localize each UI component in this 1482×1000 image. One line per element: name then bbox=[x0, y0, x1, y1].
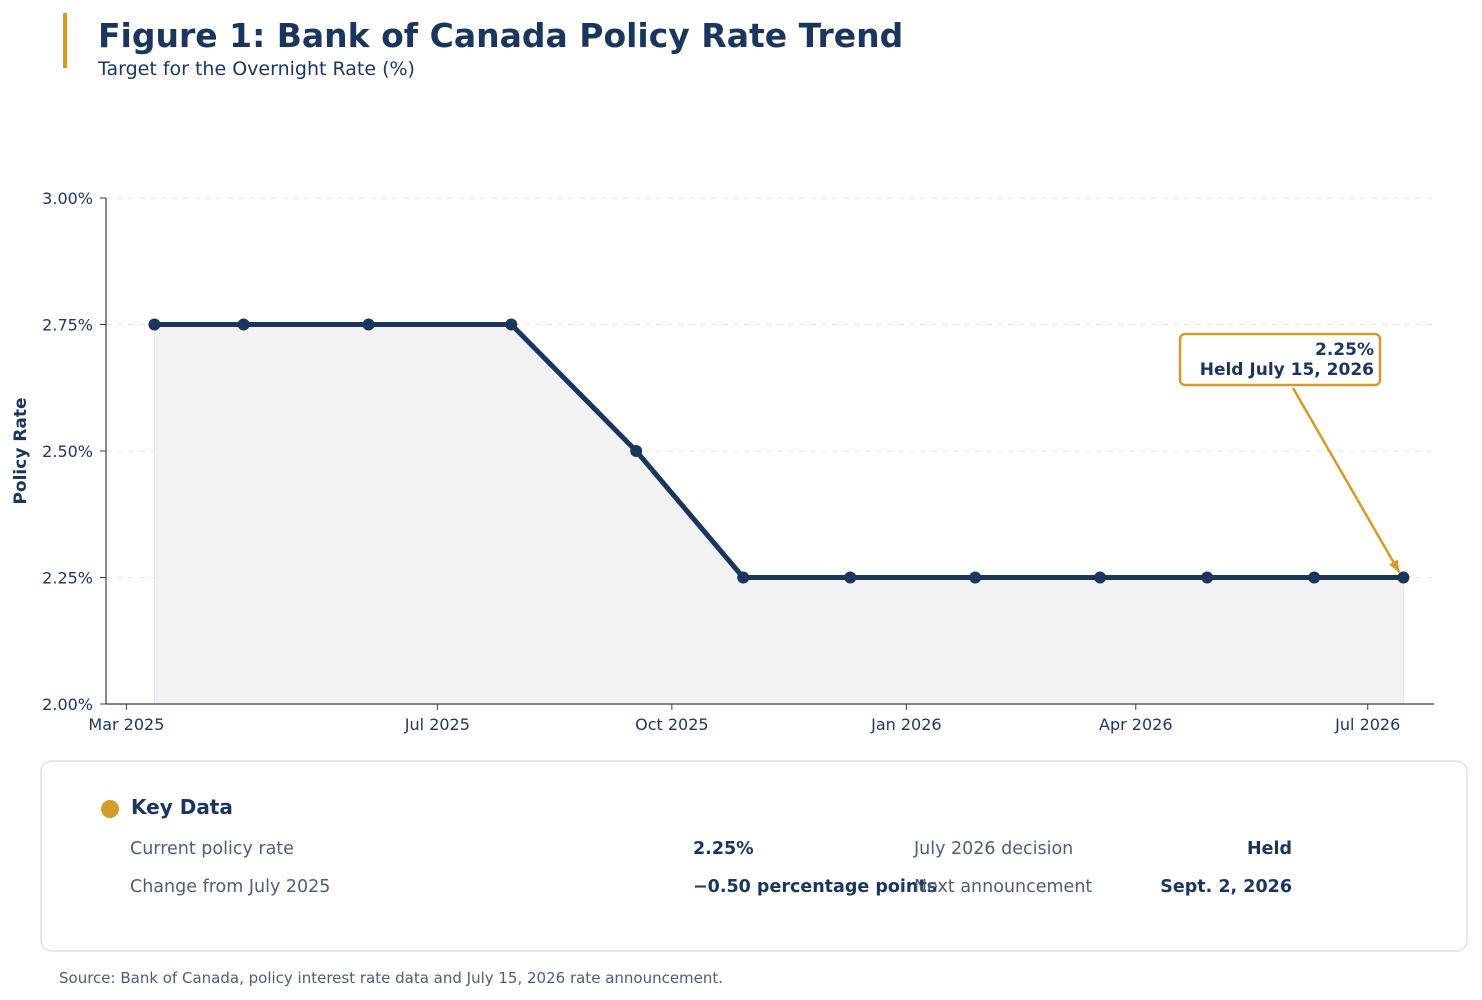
rate-point bbox=[148, 318, 161, 331]
annotation-rate: 2.25% bbox=[1315, 340, 1374, 360]
y-axis-label: Policy Rate bbox=[11, 397, 31, 504]
annotation-arrow-head bbox=[1389, 559, 1400, 573]
y-tick-label: 2.25% bbox=[42, 569, 93, 588]
x-axis-ticks: Mar 2025 Jul 2025 Oct 2025 Jan 2026 Apr 2026… bbox=[88, 704, 1400, 734]
rate-point bbox=[1397, 571, 1410, 584]
rate-point bbox=[1308, 571, 1321, 584]
x-tick-label: Oct 2025 bbox=[635, 715, 708, 734]
rate-point bbox=[844, 571, 857, 584]
rate-point bbox=[362, 318, 375, 331]
decision-value: Held bbox=[1246, 839, 1292, 859]
y-tick-label: 2.50% bbox=[42, 442, 93, 461]
held-annotation: 2.25% Held July 15, 2026 bbox=[1178, 332, 1401, 574]
x-tick-label: Jul 2026 bbox=[1334, 715, 1400, 734]
current-rate-label: Current policy rate bbox=[130, 839, 294, 859]
key-data-title: Key Data bbox=[131, 795, 233, 819]
next-announcement-label: Next announcement bbox=[914, 877, 1093, 897]
chart-subtitle: Target for the Overnight Rate (%) bbox=[98, 58, 415, 80]
rate-point bbox=[969, 571, 982, 584]
key-data-dot bbox=[101, 800, 119, 818]
rate-point bbox=[237, 318, 250, 331]
annotation-held-date: Held July 15, 2026 bbox=[1200, 360, 1374, 380]
rate-point bbox=[1094, 571, 1107, 584]
rate-point bbox=[505, 318, 518, 331]
x-tick-label: Jul 2025 bbox=[404, 715, 470, 734]
change-value: −0.50 percentage points bbox=[693, 877, 938, 897]
rate-point bbox=[630, 445, 643, 457]
y-tick-label: 2.75% bbox=[42, 316, 93, 335]
chart-title: Figure 1: Bank of Canada Policy Rate Tre… bbox=[98, 16, 904, 55]
y-tick-label: 2.00% bbox=[42, 695, 93, 714]
current-rate-value: 2.25% bbox=[693, 839, 754, 859]
decision-label: July 2026 decision bbox=[914, 839, 1074, 859]
y-tick-label: 3.00% bbox=[42, 189, 93, 208]
x-tick-label: Apr 2026 bbox=[1099, 715, 1172, 734]
x-tick-label: Jan 2026 bbox=[870, 715, 941, 734]
x-tick-label: Mar 2025 bbox=[88, 715, 164, 734]
source-note: Source: Bank of Canada, policy interest … bbox=[59, 969, 724, 987]
policy-rate-chart: 2.00% 2.25% 2.50% 2.75% 3.00% Mar 2025 Jul 20… bbox=[11, 189, 1434, 734]
rate-point bbox=[737, 571, 750, 584]
title-accent-bar bbox=[63, 13, 67, 68]
next-announcement-value: Sept. 2, 2026 bbox=[1160, 877, 1292, 897]
y-axis-ticks: 2.00% 2.25% 2.50% 2.75% 3.00% bbox=[42, 189, 106, 714]
rate-point bbox=[1201, 571, 1214, 584]
change-label: Change from July 2025 bbox=[130, 877, 331, 897]
key-data-card: Key Data Current policy rate 2.25% July … bbox=[40, 760, 1468, 952]
annotation-arrow bbox=[1291, 387, 1401, 574]
rate-points bbox=[148, 318, 1410, 584]
rate-line bbox=[154, 322, 1404, 580]
annotation-box bbox=[1178, 332, 1382, 387]
